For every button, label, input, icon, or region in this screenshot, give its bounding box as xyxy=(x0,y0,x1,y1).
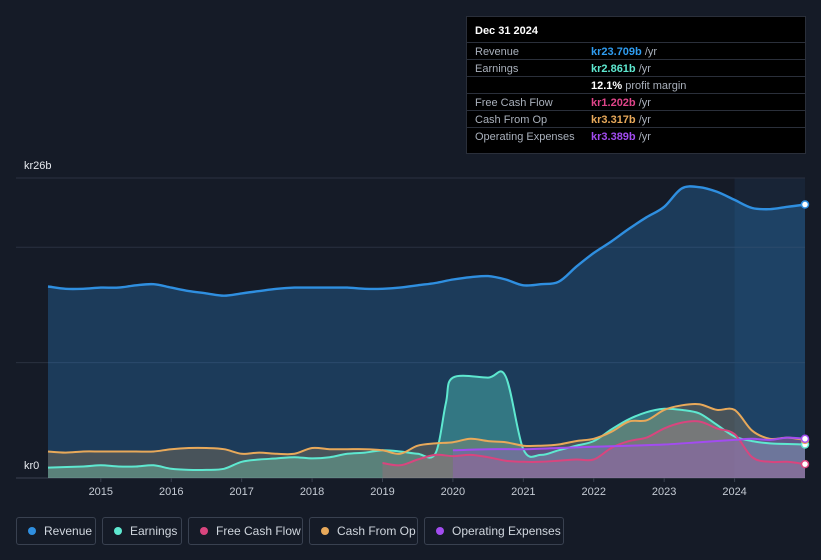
tooltip-label: Cash From Op xyxy=(475,114,548,126)
x-tick-label: 2020 xyxy=(441,486,465,498)
tooltip-row: 12.1% profit margin xyxy=(467,76,805,94)
data-tooltip: Dec 31 2024 Revenue kr23.709b /yr Earnings… xyxy=(466,16,806,154)
legend-dot-icon xyxy=(321,527,329,535)
tooltip-label: Revenue xyxy=(475,46,520,58)
tooltip-value: kr23.709b /yr xyxy=(591,46,658,58)
x-tick-label: 2024 xyxy=(722,486,746,498)
fcf-area xyxy=(382,421,805,478)
tooltip-value: kr3.317b /yr xyxy=(591,114,651,126)
legend-item-earnings[interactable]: Earnings xyxy=(102,517,182,545)
earnings-area xyxy=(48,371,805,478)
opex-area xyxy=(452,437,805,478)
legend-item-fcf[interactable]: Free Cash Flow xyxy=(188,517,303,545)
forecast-region xyxy=(734,178,805,478)
tooltip-label: Earnings xyxy=(475,63,519,75)
legend-label: Operating Expenses xyxy=(452,524,561,538)
series-areas xyxy=(48,186,805,478)
legend-dot-icon xyxy=(28,527,36,535)
gridlines xyxy=(16,177,805,479)
legend-label: Revenue xyxy=(44,524,93,538)
tooltip-row: Revenue kr23.709b /yr xyxy=(467,42,805,60)
tooltip-value: 12.1% profit margin xyxy=(591,80,687,92)
x-tick-label: 2015 xyxy=(89,486,113,498)
tooltip-row: Operating Expenses kr3.389b /yr xyxy=(467,127,805,145)
revenue-area xyxy=(48,186,805,478)
x-tick-label: 2022 xyxy=(582,486,606,498)
fcf-end-point xyxy=(800,459,810,469)
x-tick-label: 2021 xyxy=(511,486,535,498)
x-tick-label: 2018 xyxy=(300,486,324,498)
tooltip-value: kr2.861b /yr xyxy=(591,63,651,75)
legend-item-revenue[interactable]: Revenue xyxy=(16,517,96,545)
cfo-line xyxy=(47,402,806,456)
y-axis-bottom-label: kr0 xyxy=(24,460,40,472)
legend-item-cfo[interactable]: Cash From Op xyxy=(309,517,418,545)
opex-line xyxy=(452,436,806,452)
tooltip-value: kr3.389b /yr xyxy=(591,131,651,143)
x-tick-label: 2016 xyxy=(159,486,183,498)
x-axis-ticks: 2015 2016 2017 2018 2019 2020 2021 2022 2023 2024 xyxy=(89,478,747,498)
legend-label: Free Cash Flow xyxy=(216,524,301,538)
fcf-line xyxy=(382,420,806,467)
tooltip-row: Earnings kr2.861b /yr xyxy=(467,59,805,77)
series-lines xyxy=(47,185,806,472)
tooltip-value: kr1.202b /yr xyxy=(591,97,651,109)
revenue-end-point xyxy=(800,200,810,209)
tooltip-row: Cash From Op kr3.317b /yr xyxy=(467,110,805,128)
legend-label: Cash From Op xyxy=(337,524,416,538)
revenue-line xyxy=(47,185,806,297)
tooltip-row: Free Cash Flow kr1.202b /yr xyxy=(467,93,805,111)
legend-item-opex[interactable]: Operating Expenses xyxy=(424,517,564,545)
opex-end-point xyxy=(800,434,810,444)
x-tick-label: 2023 xyxy=(652,486,676,498)
legend-dot-icon xyxy=(200,527,208,535)
cfo-area xyxy=(48,403,805,478)
y-axis-top-label: kr26b xyxy=(24,160,52,172)
series-end-markers xyxy=(800,200,810,469)
tooltip-label: Free Cash Flow xyxy=(475,97,553,109)
legend-dot-icon xyxy=(436,527,444,535)
legend-label: Earnings xyxy=(130,524,178,538)
x-tick-label: 2019 xyxy=(370,486,394,498)
tooltip-date: Dec 31 2024 xyxy=(475,25,538,37)
tooltip-label: Operating Expenses xyxy=(475,131,575,143)
legend-dot-icon xyxy=(114,527,122,535)
x-tick-label: 2017 xyxy=(229,486,253,498)
